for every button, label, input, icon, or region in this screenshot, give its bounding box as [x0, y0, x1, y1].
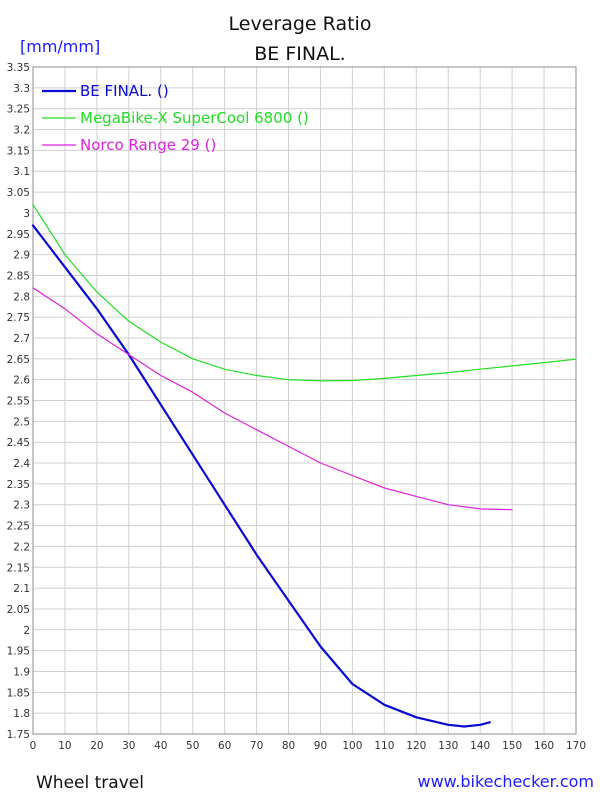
x-tick-label: 40	[154, 740, 167, 752]
y-tick-label: 1.9	[13, 666, 30, 678]
x-tick-label: 120	[406, 740, 426, 752]
y-tick-label: 2	[23, 625, 30, 637]
series-line-3	[32, 287, 513, 511]
y-tick-label: 3.2	[13, 125, 30, 137]
y-tick-label: 2.25	[7, 521, 30, 533]
y-tick-label: 1.85	[7, 687, 30, 699]
legend-entry: BE FINAL. ()	[80, 82, 169, 100]
y-tick-label: 3.25	[7, 104, 30, 116]
plot-area-frame	[32, 66, 577, 735]
x-tick-label: 160	[534, 740, 554, 752]
x-axis-ticks: 0 10 20 30 40 50 60 70 80 90 100 110 120 130 140 150 160…	[30, 740, 586, 752]
chart-title: Leverage Ratio	[229, 13, 372, 35]
grid-lines	[32, 66, 577, 735]
x-tick-label: 50	[186, 740, 199, 752]
y-tick-label: 2.95	[7, 229, 30, 241]
series-line-2	[32, 204, 577, 382]
y-tick-label: 1.95	[7, 646, 30, 658]
y-tick-label: 3.35	[7, 62, 30, 74]
x-tick-label: 130	[438, 740, 458, 752]
x-tick-label: 70	[250, 740, 263, 752]
y-tick-label: 1.75	[7, 729, 30, 741]
y-tick-label: 3	[23, 208, 30, 220]
y-tick-label: 2.1	[13, 583, 30, 595]
y-tick-label: 2.15	[7, 562, 30, 574]
x-tick-label: 80	[282, 740, 295, 752]
y-tick-label: 2.3	[13, 500, 30, 512]
y-tick-label: 2.55	[7, 396, 30, 408]
y-tick-label: 2.4	[13, 458, 30, 470]
y-tick-label: 2.7	[13, 333, 30, 345]
x-axis-label: Wheel travel	[36, 773, 144, 793]
y-tick-label: 1.8	[13, 708, 30, 720]
y-axis-ticks: 1.75 1.8 1.85 1.9 1.95 2 2.05 2.1 2.15 2.2 2.25 2.3…	[7, 62, 31, 741]
y-tick-label: 3.15	[7, 145, 30, 157]
chart-subtitle: BE FINAL.	[254, 43, 345, 65]
y-axis-unit-label: [mm/mm]	[20, 37, 100, 56]
x-tick-label: 30	[122, 740, 135, 752]
x-tick-label: 170	[566, 740, 586, 752]
legend-entry: Norco Range 29 ()	[80, 136, 216, 154]
y-tick-label: 2.75	[7, 312, 30, 324]
y-tick-label: 2.65	[7, 354, 30, 366]
y-tick-label: 2.8	[13, 291, 30, 303]
y-tick-label: 2.35	[7, 479, 30, 491]
data-series	[31, 204, 577, 728]
legend: BE FINAL. () MegaBike-X SuperCool 6800 ()…	[42, 82, 309, 154]
y-tick-label: 3.1	[13, 166, 30, 178]
x-tick-label: 20	[90, 740, 103, 752]
y-tick-label: 2.9	[13, 250, 30, 262]
x-tick-label: 10	[58, 740, 71, 752]
y-tick-label: 3.05	[7, 187, 30, 199]
x-tick-label: 100	[342, 740, 362, 752]
y-tick-label: 2.2	[13, 541, 30, 553]
x-tick-label: 0	[30, 740, 37, 752]
y-tick-label: 2.05	[7, 604, 30, 616]
y-tick-label: 2.85	[7, 270, 30, 282]
x-tick-label: 60	[218, 740, 231, 752]
y-tick-label: 3.3	[13, 83, 30, 95]
y-tick-label: 2.6	[13, 375, 30, 387]
x-tick-label: 150	[502, 740, 522, 752]
series-line-1	[31, 224, 491, 728]
x-tick-label: 90	[314, 740, 327, 752]
source-url[interactable]: www.bikechecker.com	[418, 772, 595, 791]
x-tick-label: 110	[374, 740, 394, 752]
x-tick-label: 140	[470, 740, 490, 752]
y-tick-label: 2.5	[13, 416, 30, 428]
legend-entry: MegaBike-X SuperCool 6800 ()	[80, 109, 309, 127]
y-tick-label: 2.45	[7, 437, 30, 449]
